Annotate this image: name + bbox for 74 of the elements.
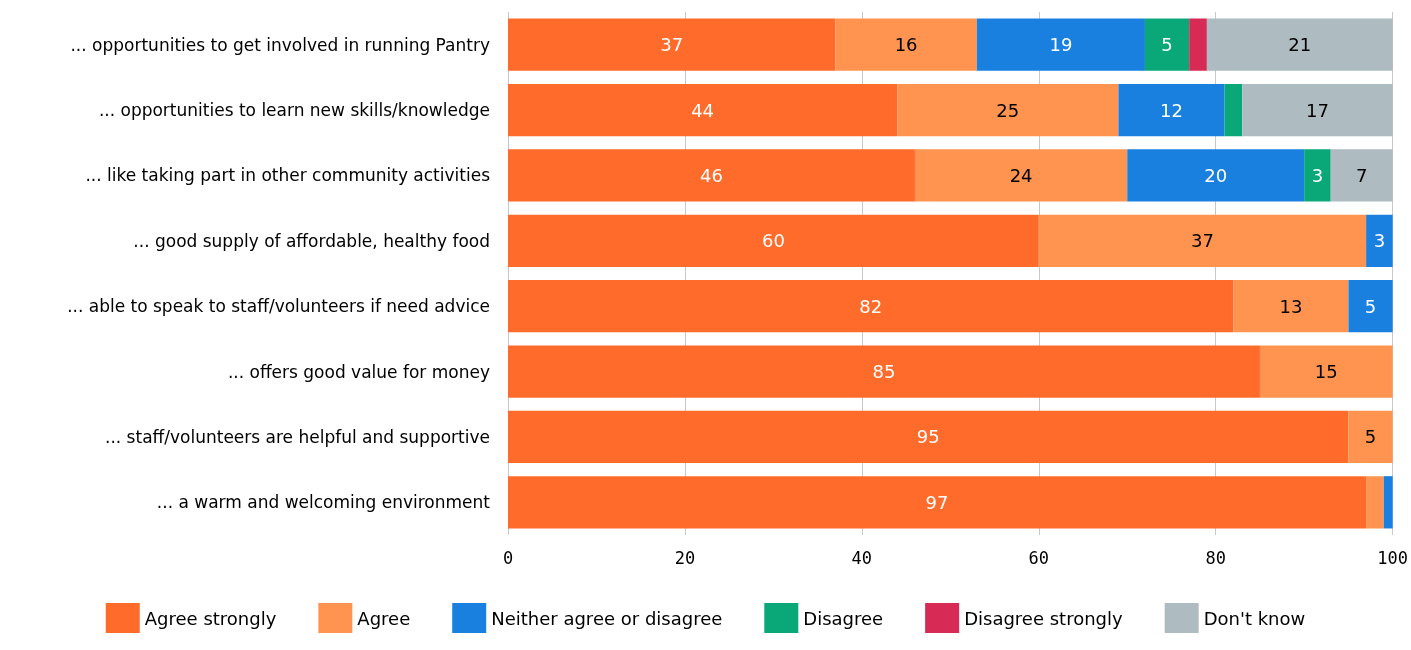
legend-label: Don't know (1203, 607, 1306, 629)
bar (897, 83, 1119, 137)
bar (1038, 214, 1367, 267)
x-tick-label: 0 (502, 547, 514, 568)
legend-label: Agree (357, 607, 411, 629)
bar (508, 410, 1349, 464)
bar (508, 149, 915, 202)
x-tick-label: 20 (674, 547, 696, 568)
bar (1259, 345, 1393, 398)
data-label: 95 (916, 426, 940, 448)
bar (1330, 149, 1393, 202)
legend-label: Neither agree or disagree (491, 607, 723, 629)
data-label: 85 (872, 361, 896, 383)
bar (914, 149, 1128, 202)
y-tick-label: ... offers good value for money (227, 361, 490, 382)
bar (1224, 83, 1243, 137)
data-label: 60 (761, 230, 785, 252)
bar (1366, 214, 1393, 267)
y-tick-label: ... good supply of affordable, healthy food (133, 230, 490, 251)
data-label: 20 (1204, 164, 1228, 186)
data-label: 15 (1314, 361, 1338, 383)
bar (508, 280, 1234, 333)
data-label: 46 (700, 164, 723, 186)
data-label: 97 (925, 491, 949, 513)
data-label: 17 (1306, 99, 1329, 121)
y-tick-label: ... a warm and welcoming environment (156, 492, 491, 513)
data-label: 5 (1161, 34, 1173, 56)
bar (976, 18, 1145, 71)
data-label: 16 (894, 34, 918, 56)
x-tick-label: 80 (1205, 547, 1226, 568)
y-tick-label: ... able to speak to staff/volunteers if need advice (67, 296, 490, 317)
bar (508, 214, 1039, 267)
data-label: 5 (1364, 295, 1377, 317)
bar (1144, 18, 1190, 71)
x-tick-label: 40 (851, 547, 873, 568)
data-label: 13 (1279, 295, 1303, 317)
data-label: 19 (1049, 34, 1073, 56)
bar (1233, 280, 1349, 333)
y-tick-label: ... opportunities to get involved in running Pantry (70, 34, 490, 55)
y-tick-label: ... like taking part in other community activities (85, 165, 491, 186)
bar (508, 345, 1260, 398)
bar (508, 83, 898, 137)
data-label: 25 (996, 99, 1020, 121)
data-label: 24 (1009, 164, 1033, 186)
bar (1118, 83, 1225, 137)
x-tick-label: 60 (1028, 547, 1050, 568)
bar (1206, 18, 1393, 71)
data-label: 12 (1160, 99, 1183, 121)
bar (1189, 18, 1207, 71)
bar (1242, 83, 1393, 137)
bar (1383, 476, 1393, 529)
bar (1304, 149, 1331, 202)
data-label: 5 (1364, 426, 1377, 448)
bar (1348, 280, 1393, 333)
y-tick-label: ... opportunities to learn new skills/knowledge (98, 100, 490, 121)
legend-label: Disagree (803, 607, 884, 629)
bar (508, 18, 836, 71)
data-label: 82 (859, 295, 883, 317)
bar (835, 18, 977, 71)
y-tick-label: ... staff/volunteers are helpful and supportive (105, 426, 490, 447)
bar (1127, 149, 1305, 202)
legend-label: Disagree strongly (964, 607, 1123, 629)
data-label: 44 (691, 99, 715, 121)
bar (508, 476, 1367, 529)
data-label: 3 (1311, 164, 1324, 186)
x-tick-label: 100 (1377, 547, 1409, 568)
legend-label: Agree strongly (144, 607, 277, 629)
data-label: 37 (660, 34, 684, 56)
data-label: 3 (1373, 230, 1386, 252)
data-label: 37 (1191, 230, 1214, 252)
data-label: 7 (1355, 164, 1368, 186)
data-label: 21 (1288, 34, 1312, 56)
bar (1348, 410, 1393, 464)
bar (1366, 476, 1384, 529)
